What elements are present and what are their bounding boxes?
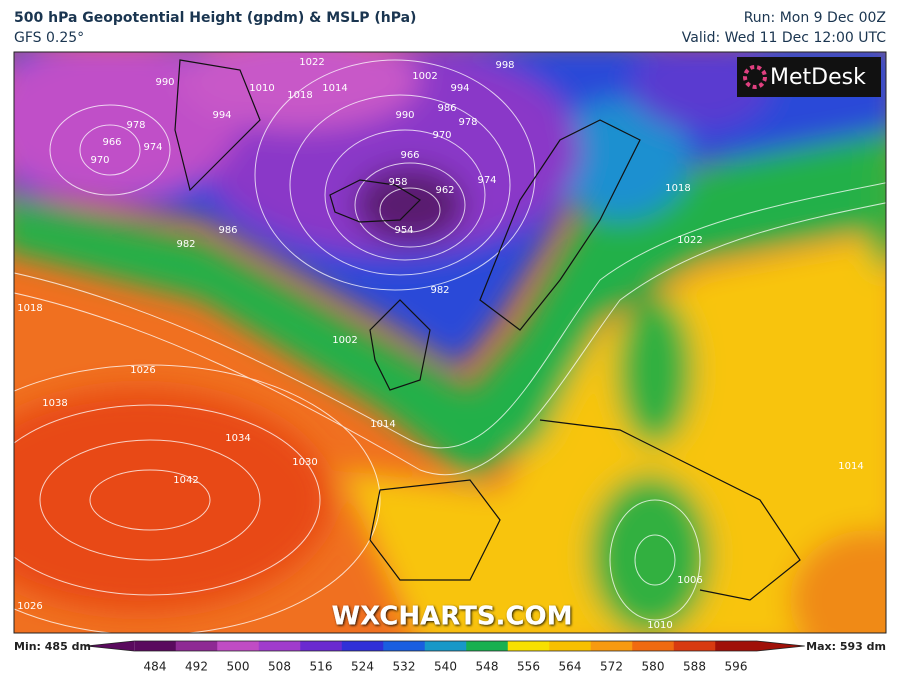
colorbar-tick-label: 556 (517, 660, 540, 674)
isobar-label: 1018 (17, 303, 42, 314)
min-label: Min: 485 dm (14, 640, 91, 653)
isobar-label: 1002 (332, 335, 357, 346)
watermark: WXCHARTS.COM (331, 602, 572, 632)
colorbar-segment (175, 641, 218, 651)
isobar-label: 1014 (370, 419, 395, 430)
isobar-label: 990 (155, 77, 174, 88)
logo-box (737, 57, 881, 97)
colorbar-tick-label: 580 (642, 660, 665, 674)
isobar-label: 970 (432, 130, 451, 141)
isobar-label: 986 (218, 225, 237, 236)
isobar-label: 1014 (322, 83, 347, 94)
colorbar-tick-label: 500 (227, 660, 250, 674)
colorbar-tick-label: 516 (310, 660, 333, 674)
isobar-label: 1002 (412, 71, 437, 82)
isobar-label: 1042 (173, 475, 198, 486)
isobar-label: 1022 (677, 235, 702, 246)
isobar-label: 954 (394, 225, 413, 236)
isobar-label: 970 (90, 155, 109, 166)
colorbar-tick-label: 532 (393, 660, 416, 674)
map-frame (13, 51, 887, 634)
max-label: Max: 593 dm (806, 640, 886, 653)
colorbar-end (86, 641, 135, 651)
colorbar-segment (341, 641, 384, 651)
isobar-label: 994 (450, 83, 469, 94)
colorbar-segment (300, 641, 343, 651)
isobar-label: 966 (102, 137, 121, 148)
isobar-label: 982 (430, 285, 449, 296)
colorbar-tick-label: 548 (476, 660, 499, 674)
colorbar-tick-label: 540 (434, 660, 457, 674)
isobar-label: 990 (395, 110, 414, 121)
isobar-label: 1010 (647, 620, 672, 631)
valid-time: Valid: Wed 11 Dec 12:00 UTC (682, 30, 886, 46)
isobar-label: 1010 (249, 83, 274, 94)
colorbar-segment (590, 641, 633, 651)
colorbar-segment (673, 641, 716, 651)
colorbar-segment (632, 641, 675, 651)
isobar-label: 982 (176, 239, 195, 250)
colorbar-tick-label: 596 (725, 660, 748, 674)
colorbar-segment (383, 641, 426, 651)
isobar-label: 986 (437, 103, 456, 114)
isobar-label: 1038 (42, 398, 67, 409)
colorbar-tick-label: 492 (185, 660, 208, 674)
colorbar-segment (424, 641, 467, 651)
colorbar-segment (507, 641, 550, 651)
title: 500 hPa Geopotential Height (gpdm) & MSL… (14, 10, 416, 26)
colorbar-segment (549, 641, 592, 651)
isobar-label: 1026 (130, 365, 155, 376)
isobar-label: 974 (143, 142, 162, 153)
colorbar-outline (86, 640, 805, 652)
isobar-label: 978 (126, 120, 145, 131)
isobar-label: 1034 (225, 433, 250, 444)
isobar-label: 1014 (838, 461, 863, 472)
run-time: Run: Mon 9 Dec 00Z (744, 10, 886, 26)
logo: MetDesk (770, 65, 866, 90)
colorbar-segment (134, 641, 177, 651)
colorbar-end (756, 641, 805, 651)
colorbar-segment (258, 641, 301, 651)
colorbar-segment (217, 641, 260, 651)
isobar-label: 966 (400, 150, 419, 161)
isobar-label: 978 (458, 117, 477, 128)
colorbar-tick-label: 588 (683, 660, 706, 674)
isobar-label: 1018 (287, 90, 312, 101)
colorbar-tick-label: 572 (600, 660, 623, 674)
colorbar-segment (715, 641, 758, 651)
isobar-label: 974 (477, 175, 496, 186)
isobar-label: 1026 (17, 601, 42, 612)
isobar-label: 958 (388, 177, 407, 188)
isobar-label: 1022 (299, 57, 324, 68)
colorbar-segment (466, 641, 509, 651)
colorbar-tick-label: 524 (351, 660, 374, 674)
isobar-label: 962 (435, 185, 454, 196)
map: 9901022101010181014994100299499899098697… (14, 52, 886, 633)
colorbar-tick-label: 564 (559, 660, 582, 674)
isobar-label: 994 (212, 110, 231, 121)
isobar-label: 998 (495, 60, 514, 71)
colorbar-tick-label: 508 (268, 660, 291, 674)
isobar-label: 1018 (665, 183, 690, 194)
subtitle: GFS 0.25° (14, 30, 84, 46)
isobar-label: 1006 (677, 575, 702, 586)
isobar-label: 1030 (292, 457, 317, 468)
colorbar-tick-label: 484 (144, 660, 167, 674)
